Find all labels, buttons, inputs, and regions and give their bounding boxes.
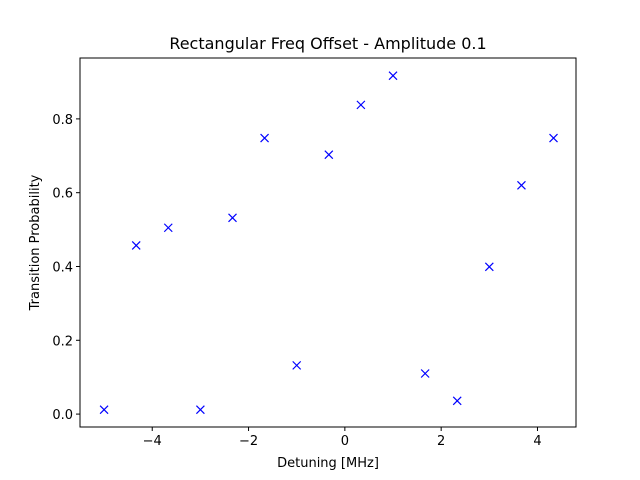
chart-title: Rectangular Freq Offset - Amplitude 0.1: [169, 34, 486, 53]
y-tick-label: 0.4: [52, 260, 73, 275]
data-point: [452, 396, 462, 406]
data-point: [228, 213, 237, 223]
data-point: [131, 241, 141, 250]
data-point: [356, 100, 366, 110]
data-point: [292, 360, 302, 370]
y-axis-ticks: 0.0 0.2 0.4 0.6 0.8: [52, 113, 80, 423]
data-point: [420, 369, 430, 378]
x-tick-label: 0: [341, 434, 349, 449]
data-point: [195, 405, 205, 415]
data-point: [99, 405, 109, 415]
y-tick-label: 0.6: [52, 187, 73, 202]
y-tick-label: 0.0: [52, 408, 73, 423]
data-point: [549, 133, 558, 143]
data-point: [260, 133, 270, 143]
x-tick-label: 2: [437, 434, 445, 449]
data-point: [324, 150, 334, 160]
y-axis-label: Transition Probability: [28, 174, 43, 311]
y-tick-label: 0.2: [52, 334, 73, 349]
data-points: [99, 71, 558, 415]
x-axis-label: Detuning [MHz]: [277, 456, 379, 471]
x-tick-label: −4: [143, 434, 162, 449]
x-tick-label: −2: [239, 434, 258, 449]
x-tick-label: 4: [533, 434, 541, 449]
y-tick-label: 0.8: [52, 113, 73, 128]
data-point: [388, 71, 398, 81]
data-point: [517, 180, 526, 190]
data-point: [484, 262, 494, 272]
data-point: [163, 223, 173, 233]
x-axis-ticks: −4 −2 0 2 4: [143, 427, 542, 449]
plot-frame: [79, 57, 577, 428]
